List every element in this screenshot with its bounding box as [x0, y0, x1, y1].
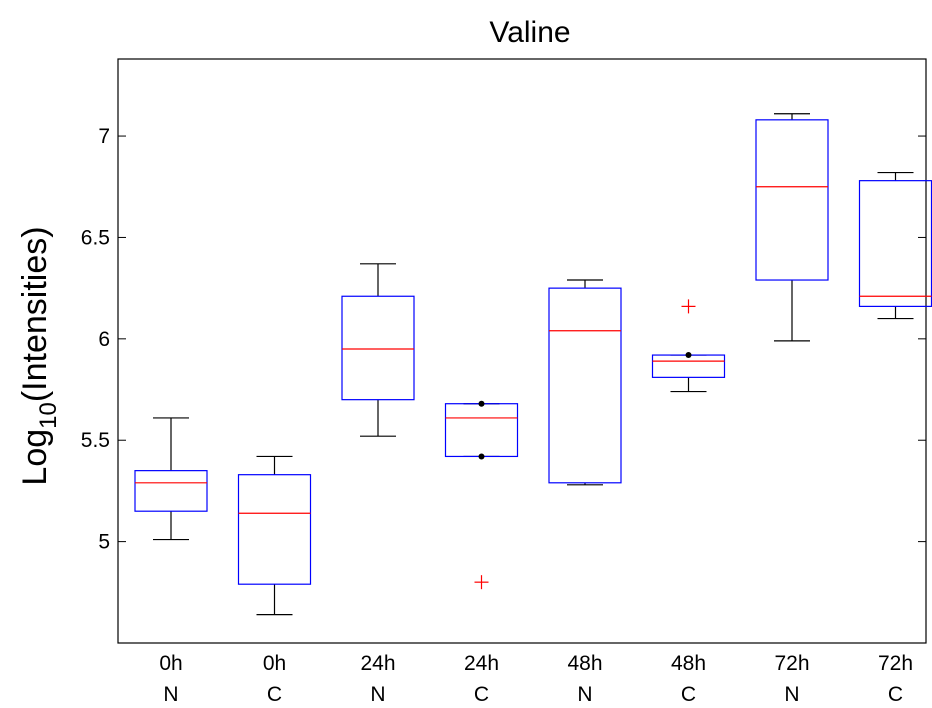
iqr-box	[237, 474, 312, 585]
outlier-marker	[474, 575, 489, 590]
y-tick-label: 5.5	[81, 429, 110, 452]
iqr-box	[755, 119, 829, 281]
x-tick-label-time: 0h	[263, 652, 286, 675]
outlier-marker	[681, 299, 696, 314]
y-axis-label: Log10(Intensities)	[16, 226, 62, 485]
point-marker	[478, 400, 485, 407]
iqr-box	[651, 354, 726, 378]
box-48h-C	[651, 299, 726, 393]
boxes	[134, 113, 932, 616]
plot-area	[117, 58, 927, 644]
x-tick-label-time: 72h	[878, 652, 913, 675]
point-marker	[478, 453, 485, 460]
iqr-box	[444, 403, 519, 458]
y-axis-label-rest: (Intensities)	[16, 226, 54, 402]
x-tick-label-group: N	[577, 683, 592, 706]
y-axis-label-subscript: 10	[35, 402, 62, 429]
x-tick-label-time: 72h	[774, 652, 809, 675]
box-24h-C	[444, 400, 519, 590]
x-tick-label-time: 48h	[671, 652, 706, 675]
box-72h-C	[858, 171, 932, 320]
box-48h-N	[548, 279, 622, 486]
iqr-box	[858, 180, 932, 307]
iqr-box	[548, 287, 622, 484]
y-axis: 5 5.5 6 6.5 7	[81, 125, 926, 554]
box-24h-N	[341, 263, 415, 437]
point-marker	[685, 352, 692, 359]
y-tick-label: 5	[98, 531, 110, 554]
y-tick-label: 6	[98, 328, 110, 351]
x-tick-label-group: C	[888, 683, 903, 706]
y-axis-label-base: Log	[16, 429, 54, 486]
x-tick-label-time: 0h	[159, 652, 182, 675]
box-72h-N	[755, 113, 829, 342]
x-tick-label-group: C	[681, 683, 696, 706]
x-tick-label-group: N	[370, 683, 385, 706]
x-tick-label-group: N	[163, 683, 178, 706]
x-tick-label-time: 24h	[464, 652, 499, 675]
iqr-box	[134, 470, 208, 512]
box-0h-C	[237, 455, 312, 616]
x-tick-label-group: N	[784, 683, 799, 706]
x-tick-label-time: 24h	[360, 652, 395, 675]
y-tick-label: 6.5	[81, 226, 110, 249]
chart-title: Valine	[489, 16, 570, 49]
y-tick-label: 7	[98, 125, 110, 148]
x-tick-label-group: C	[474, 683, 489, 706]
x-tick-label-group: C	[267, 683, 282, 706]
box-0h-N	[134, 417, 208, 541]
iqr-box	[341, 295, 415, 401]
x-tick-label-time: 48h	[567, 652, 602, 675]
x-axis: 0h N 0h C 24h N 24h C 48h N 48h C 72h N 72h C	[159, 652, 913, 706]
